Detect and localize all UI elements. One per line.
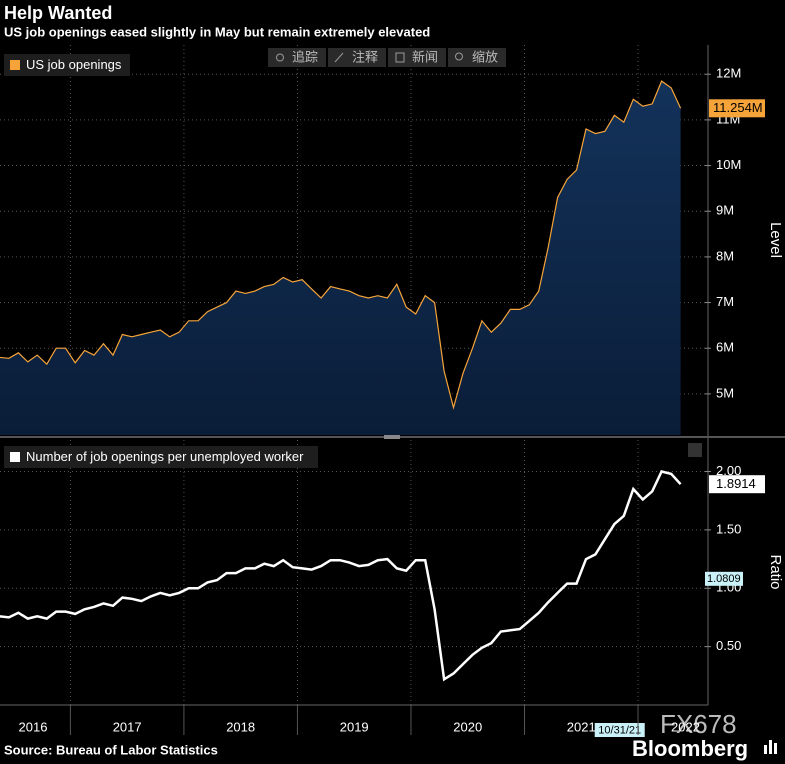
divider-handle xyxy=(384,435,400,439)
brand: Bloomberg xyxy=(632,736,748,761)
toolbar-button[interactable] xyxy=(268,48,326,67)
y-tick-label: 2.00 xyxy=(716,463,741,478)
plot-area xyxy=(0,45,705,435)
icon xyxy=(334,52,344,63)
toolbar-label[interactable]: 追踪 xyxy=(292,49,318,64)
crosshair-date-box xyxy=(594,723,645,737)
line xyxy=(0,80,682,410)
icon xyxy=(276,53,284,62)
axis-title: Ratio xyxy=(767,554,784,589)
y-tick-label: 1.50 xyxy=(716,521,741,536)
plot-area xyxy=(0,440,705,705)
x-tick-label: 2018 xyxy=(226,719,255,734)
subtitle: US job openings eased slightly in May bu… xyxy=(4,24,430,39)
x-axis: 2016 2017 2018 2019 2020 2021 2022 xyxy=(19,705,700,735)
line xyxy=(0,470,682,682)
x-tick-label: 2019 xyxy=(340,719,369,734)
legend-box xyxy=(4,54,130,76)
y-tick-label: 7M xyxy=(716,294,734,309)
toolbar-button[interactable] xyxy=(448,48,506,67)
legend-swatch xyxy=(10,452,20,462)
area xyxy=(0,81,681,435)
source: Source: Bureau of Labor Statistics xyxy=(4,742,218,757)
y-tick-label: 10M xyxy=(716,157,741,172)
y-tick-label: 8M xyxy=(716,248,734,263)
legend-label: Number of job openings per unemployed wo… xyxy=(26,449,304,464)
y-tick-label: 6M xyxy=(716,340,734,355)
toolbar-label[interactable]: 缩放 xyxy=(472,49,498,64)
value-label: 1.8914 xyxy=(716,476,756,491)
plots xyxy=(0,45,705,705)
icon xyxy=(395,52,405,63)
legend-label: US job openings xyxy=(26,57,122,72)
y-tick-label: 0.50 xyxy=(716,638,741,653)
y-tick-label: 5M xyxy=(716,385,734,400)
icon xyxy=(455,52,463,61)
x-tick-label: 2021 xyxy=(567,719,596,734)
legend-swatch xyxy=(10,60,20,70)
toolbar: 追踪 注释 新闻 缩放 xyxy=(268,48,506,67)
toolbar-label[interactable]: 新闻 xyxy=(412,49,438,64)
scroll-control[interactable] xyxy=(688,443,702,457)
toolbar-button[interactable] xyxy=(328,48,386,67)
crosshair-value-box xyxy=(705,571,743,586)
y-tick-label: 9M xyxy=(716,203,734,218)
x-tick-label: 2020 xyxy=(453,719,482,734)
value-label: 11.254M xyxy=(713,100,763,115)
value-label-box xyxy=(709,99,765,118)
toolbar-label[interactable]: 注释 xyxy=(352,49,378,64)
title: Help Wanted xyxy=(4,3,112,23)
crosshair-date: 10/31/21 xyxy=(598,724,641,736)
watermark: FX678 xyxy=(660,709,737,739)
x-tick-label: 2017 xyxy=(113,719,142,734)
x-tick-label: 2022 xyxy=(671,719,700,734)
brand-icon xyxy=(764,740,777,754)
legend-box xyxy=(4,446,318,468)
y-tick-label: 12M xyxy=(716,66,741,81)
value-label-box xyxy=(709,475,765,494)
crosshair-value: 1.0809 xyxy=(707,573,741,585)
x-tick-label: 2016 xyxy=(19,719,48,734)
axis-title: Level xyxy=(767,222,784,258)
